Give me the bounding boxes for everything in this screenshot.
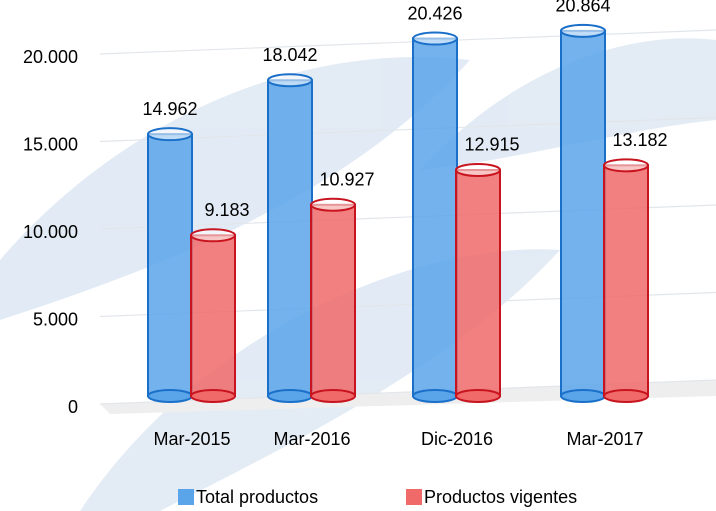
cylinder-base: [268, 390, 312, 402]
cylinder-top: [413, 33, 457, 45]
y-tick-label: 20.000: [23, 47, 78, 67]
y-tick-label: 0: [68, 397, 78, 417]
value-label: 20.426: [407, 3, 462, 23]
cylinder-body: [604, 165, 648, 396]
value-label: 14.962: [142, 99, 197, 119]
cylinder-base: [413, 390, 457, 402]
x-tick-label: Mar-2017: [566, 429, 643, 449]
legend-swatch: [178, 489, 194, 505]
cylinder-top: [456, 164, 500, 176]
cylinder-body: [561, 31, 605, 396]
cylinder-base: [604, 390, 648, 402]
cylinder-body: [456, 170, 500, 396]
cylinder-body: [148, 134, 192, 396]
legend-swatch: [406, 489, 422, 505]
y-tick-label: 15.000: [23, 134, 78, 154]
cylinder-top: [148, 128, 192, 140]
value-label: 12.915: [464, 135, 519, 155]
legend-label: Productos vigentes: [424, 487, 577, 507]
value-label: 9.183: [204, 200, 249, 220]
cylinder-body: [311, 205, 355, 396]
cylinder-base: [311, 390, 355, 402]
cylinder-base: [561, 390, 605, 402]
x-tick-label: Mar-2015: [153, 429, 230, 449]
cylinder-top: [268, 74, 312, 86]
value-label: 18.042: [262, 45, 317, 65]
cylinder-body: [413, 39, 457, 396]
y-tick-label: 10.000: [23, 222, 78, 242]
cylinder-top: [311, 199, 355, 211]
x-tick-label: Dic-2016: [421, 429, 493, 449]
cylinder-top: [604, 159, 648, 171]
cylinder-base: [456, 390, 500, 402]
cylinder-body: [268, 80, 312, 396]
x-tick-label: Mar-2016: [273, 429, 350, 449]
legend-label: Total productos: [196, 487, 318, 507]
cylinder-base: [191, 390, 235, 402]
value-label: 20.864: [555, 0, 610, 16]
cylinder-top: [191, 229, 235, 241]
cylinder-top: [561, 25, 605, 37]
value-label: 13.182: [612, 130, 667, 150]
y-tick-label: 5.000: [33, 309, 78, 329]
cylinder-body: [191, 235, 235, 396]
cylinder-base: [148, 390, 192, 402]
chart: 0 5.000 10.000 15.000 20.000 Mar-2015 14.962 9.…: [0, 0, 716, 511]
value-label: 10.927: [319, 170, 374, 190]
